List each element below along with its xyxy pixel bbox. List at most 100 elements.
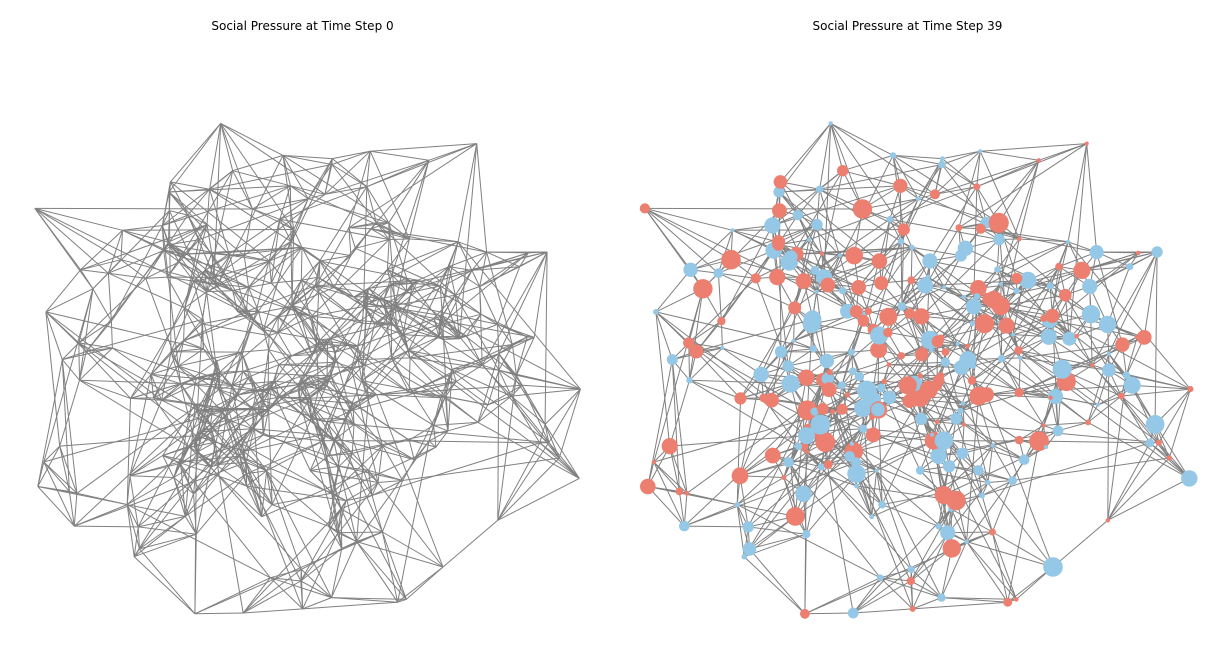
network-node-positive	[865, 427, 881, 443]
network-node-positive	[785, 507, 805, 526]
network-node-positive	[1074, 333, 1079, 339]
network-edge	[487, 395, 512, 406]
network-edge	[218, 389, 233, 410]
network-edge	[317, 276, 355, 298]
network-edge	[319, 260, 335, 288]
network-node-negative	[940, 156, 945, 161]
network-edge	[391, 358, 435, 426]
network-edge	[892, 154, 942, 165]
network-edge	[108, 272, 146, 279]
network-edge	[871, 470, 878, 517]
network-node-positive	[904, 308, 916, 319]
network-edge	[479, 252, 529, 287]
network-edge	[442, 315, 581, 390]
network-edge	[331, 150, 371, 165]
network-edge	[353, 241, 459, 298]
network-edge	[306, 394, 377, 399]
network-node-negative	[934, 431, 954, 450]
network-edge	[209, 411, 223, 425]
network-edge	[297, 385, 307, 399]
network-edge	[695, 351, 741, 399]
network-edge	[79, 347, 113, 381]
network-edge	[335, 361, 352, 369]
network-edge	[61, 359, 78, 494]
network-edge	[963, 424, 993, 446]
network-edge	[277, 305, 292, 318]
network-edge	[391, 357, 411, 359]
network-edge	[736, 398, 741, 505]
network-edge	[950, 508, 993, 533]
network-edge	[291, 343, 348, 357]
network-edge	[153, 383, 181, 399]
network-edge	[310, 389, 320, 420]
network-edge	[409, 439, 437, 448]
network-edge	[749, 408, 864, 550]
network-edge	[879, 577, 913, 610]
network-node-negative	[973, 293, 981, 300]
network-node-negative	[940, 525, 956, 541]
network-edge	[246, 485, 263, 518]
network-edge	[396, 325, 444, 340]
network-edge	[324, 150, 371, 195]
network-edge	[319, 255, 351, 262]
network-edge	[1158, 388, 1191, 443]
network-edge	[408, 160, 430, 240]
network-edge	[934, 150, 981, 195]
network-node-negative	[810, 407, 819, 416]
network-edge	[166, 256, 182, 278]
network-edge	[653, 411, 833, 463]
network-edge	[477, 421, 580, 479]
network-edge	[1052, 315, 1191, 390]
network-node-positive	[651, 459, 656, 465]
network-edge	[1018, 160, 1040, 240]
network-edge	[242, 508, 342, 614]
network-node-positive	[750, 273, 761, 284]
network-edge	[366, 159, 429, 188]
network-node-positive	[1073, 261, 1091, 279]
network-edge	[321, 434, 415, 461]
network-edge	[391, 358, 479, 423]
network-edge	[803, 455, 850, 495]
network-edge	[43, 445, 61, 463]
network-edge	[209, 188, 253, 210]
network-edge	[433, 318, 445, 340]
network-edge	[442, 315, 560, 459]
network-edge	[376, 392, 410, 396]
network-edge	[120, 230, 123, 260]
network-edge	[134, 533, 197, 558]
network-node-negative	[828, 121, 833, 126]
network-node-positive	[836, 403, 848, 415]
network-edge	[278, 364, 352, 369]
network-node-negative	[857, 380, 877, 401]
network-edge	[353, 296, 364, 307]
network-edge	[80, 224, 208, 271]
network-edge	[901, 286, 945, 306]
network-edge	[45, 311, 63, 360]
network-edge	[688, 278, 757, 344]
network-edge	[417, 279, 482, 315]
network-node-negative	[985, 479, 991, 486]
network-node-positive	[797, 400, 818, 421]
network-edge	[798, 446, 873, 518]
network-edge	[299, 384, 311, 398]
network-edge	[291, 285, 316, 306]
network-edge	[1086, 143, 1098, 253]
network-node-negative	[859, 424, 868, 433]
network-edge	[497, 477, 580, 521]
network-edge	[1091, 353, 1110, 366]
network-edge	[510, 395, 550, 443]
network-edge	[406, 252, 529, 292]
network-edge	[1018, 252, 1139, 351]
network-edge	[345, 482, 379, 502]
network-edge	[794, 443, 853, 517]
network-node-positive	[1014, 597, 1019, 602]
network-edge	[243, 418, 312, 452]
network-edge	[374, 269, 473, 325]
network-edge	[390, 305, 398, 326]
network-edge	[193, 431, 201, 494]
network-edge	[347, 343, 441, 399]
network-edge	[80, 229, 123, 271]
network-edge	[1120, 395, 1151, 444]
network-edge	[992, 439, 1020, 446]
network-node-positive	[803, 402, 808, 407]
